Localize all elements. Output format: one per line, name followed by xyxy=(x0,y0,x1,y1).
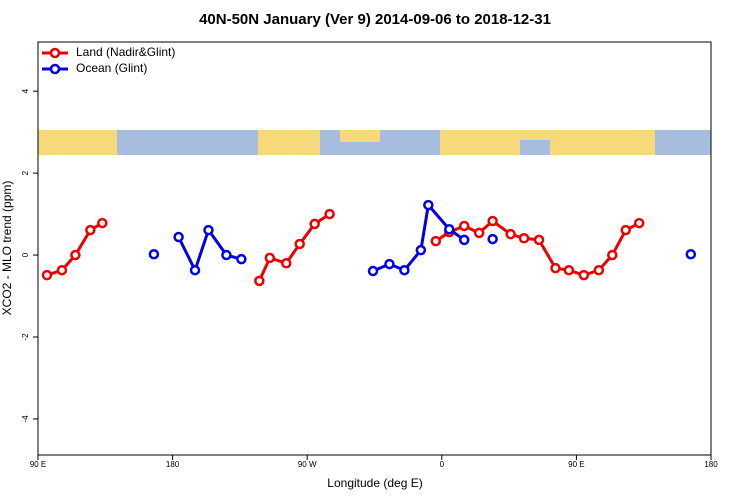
plot-frame xyxy=(37,41,712,456)
point xyxy=(97,217,108,229)
point xyxy=(415,244,427,256)
y-axis-label: XCO2 - MLO trend (ppm) xyxy=(0,181,14,316)
point xyxy=(578,269,590,281)
point xyxy=(324,208,335,220)
point xyxy=(593,264,605,276)
point xyxy=(254,275,265,287)
point xyxy=(685,248,697,260)
point xyxy=(607,249,618,261)
point xyxy=(550,262,561,274)
x-tick-label: 90 E xyxy=(568,460,584,469)
legend-label: Land (Nadir&Glint) xyxy=(76,45,175,59)
series-line xyxy=(46,212,640,282)
y-tick-label: -2 xyxy=(21,333,30,341)
point xyxy=(85,224,96,236)
x-tick-label: 90 W xyxy=(298,460,317,469)
point xyxy=(281,258,292,269)
point xyxy=(70,249,81,261)
legend-label: Ocean (Glint) xyxy=(76,61,147,75)
point xyxy=(518,233,530,244)
point xyxy=(367,265,379,277)
point xyxy=(633,217,645,229)
x-tick-label: 180 xyxy=(704,460,718,469)
point xyxy=(458,220,470,232)
point xyxy=(41,269,53,281)
point xyxy=(487,233,498,245)
point xyxy=(384,258,395,270)
x-tick-label: 90 E xyxy=(30,460,46,469)
legend-marker xyxy=(49,47,61,59)
point xyxy=(473,227,485,239)
point xyxy=(148,248,160,260)
point xyxy=(189,264,201,276)
point xyxy=(505,228,516,240)
legend-marker xyxy=(49,63,61,75)
chart-title: 40N-50N January (Ver 9) 2014-09-06 to 20… xyxy=(199,11,551,28)
y-tick-label: -4 xyxy=(21,415,30,423)
point xyxy=(56,264,68,276)
point xyxy=(173,231,184,243)
point xyxy=(563,264,575,276)
y-tick-label: 4 xyxy=(21,88,30,93)
y-tick-label: 0 xyxy=(21,252,30,257)
x-tick-label: 180 xyxy=(166,460,180,469)
point xyxy=(533,234,545,246)
point xyxy=(620,224,632,236)
point xyxy=(294,238,305,250)
point xyxy=(236,253,247,265)
map-band xyxy=(38,130,711,155)
x-axis-label: Longitude (deg E) xyxy=(327,476,422,490)
point xyxy=(458,234,470,246)
point xyxy=(423,199,434,211)
point xyxy=(444,223,455,235)
x-tick-label: 0 xyxy=(440,460,445,469)
point xyxy=(487,215,498,227)
y-tick-label: 2 xyxy=(21,170,30,175)
point xyxy=(399,264,410,276)
point xyxy=(264,252,276,264)
point xyxy=(221,249,232,261)
point xyxy=(309,218,320,230)
point xyxy=(203,224,214,236)
point xyxy=(430,235,442,247)
